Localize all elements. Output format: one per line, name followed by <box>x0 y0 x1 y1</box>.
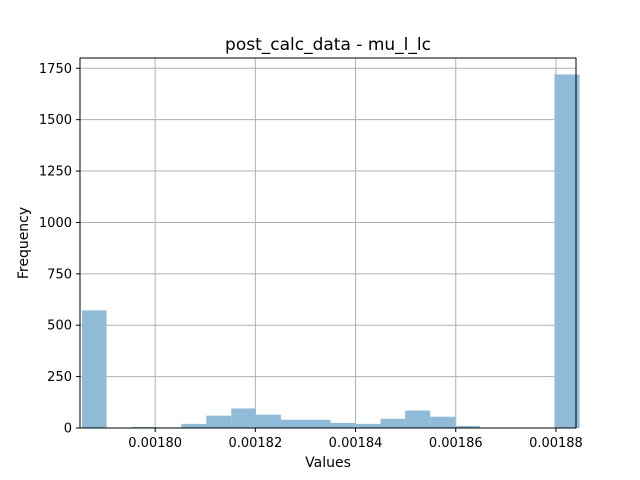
x-tick-label: 0.00186 <box>429 436 483 451</box>
y-tick-label: 1250 <box>39 165 72 180</box>
histogram-bar <box>330 422 356 428</box>
plot-frame <box>79 57 577 429</box>
y-tick-label: 500 <box>47 319 72 334</box>
histogram-bar <box>131 426 157 428</box>
x-tick-label: 0.00184 <box>329 436 383 451</box>
histogram-bar <box>280 419 306 428</box>
y-axis-label: Frequency <box>16 207 32 279</box>
histogram-bars <box>82 74 580 428</box>
histogram-bar <box>231 408 256 428</box>
histogram-bar <box>82 310 107 428</box>
grid-lines <box>80 58 576 429</box>
x-axis-label: Values <box>305 455 351 471</box>
y-tick-label: 1000 <box>39 216 72 231</box>
x-tick-label: 0.00188 <box>529 436 583 451</box>
histogram-bar <box>255 414 281 428</box>
histogram-bar <box>305 419 331 428</box>
x-tick-label: 0.00180 <box>128 436 182 451</box>
chart-title: post_calc_data - mu_l_lc <box>225 35 431 55</box>
y-tick-label: 1500 <box>39 113 72 128</box>
histogram-bar <box>430 416 456 428</box>
y-tick-label: 250 <box>47 370 72 385</box>
histogram-bar <box>554 74 580 428</box>
histogram-bar <box>380 418 406 428</box>
y-tick-label: 1750 <box>39 62 72 77</box>
y-tick-label: 750 <box>47 267 72 282</box>
y-tick-label: 0 <box>64 422 72 437</box>
histogram-bar <box>206 415 232 428</box>
histogram-bar <box>181 423 207 428</box>
histogram-bar <box>455 425 480 428</box>
histogram-bar <box>405 410 431 428</box>
x-axis-ticks: 0.00180 0.00182 0.00184 0.00186 0.00188 <box>128 428 583 451</box>
x-tick-label: 0.00182 <box>228 436 282 451</box>
histogram-bar <box>355 423 381 428</box>
y-axis-ticks: 0 250 500 750 1000 1250 1500 1750 <box>39 62 80 437</box>
